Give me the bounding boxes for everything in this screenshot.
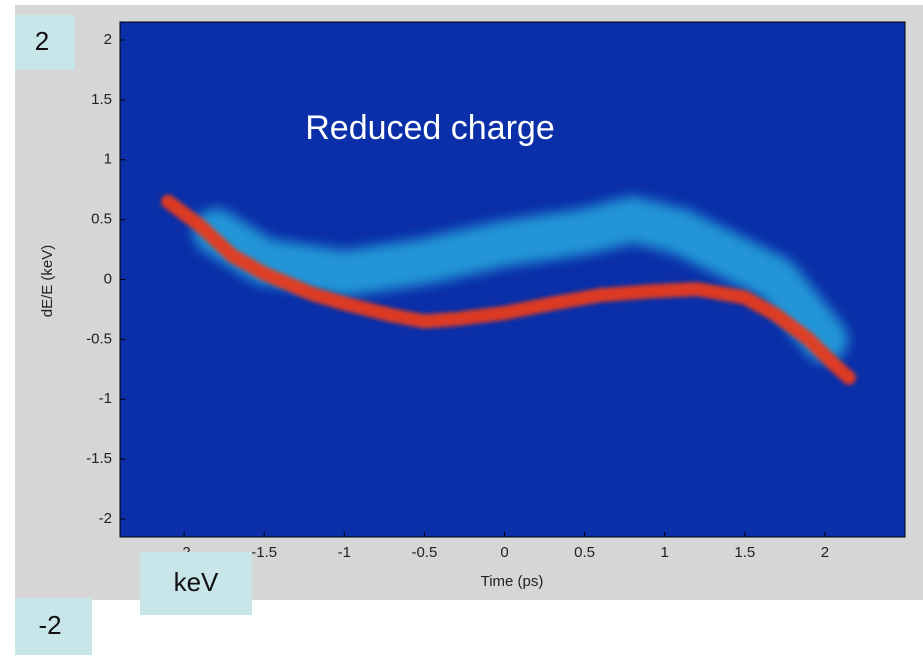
label-box (140, 552, 252, 615)
x-tick-label: -0.5 (411, 544, 437, 561)
y-tick-label: -1 (99, 390, 112, 407)
x-tick-label: 2 (821, 544, 829, 561)
density-marks (161, 194, 856, 385)
density-band (193, 196, 848, 363)
x-tick-label: 0.5 (574, 544, 595, 561)
density-band (161, 194, 856, 385)
y-tick-label: 0 (104, 270, 112, 287)
x-axis-label: Time (ps) (481, 573, 544, 590)
top-label: 2 (35, 26, 49, 56)
label-box (15, 598, 92, 655)
x-tick-label: -1.5 (251, 544, 277, 561)
label-box (15, 15, 75, 70)
y-tick-label: -0.5 (86, 330, 112, 347)
x-tick-label: 1 (661, 544, 669, 561)
bottom-label: -2 (38, 610, 61, 640)
x-tick-label: 0 (500, 544, 508, 561)
y-tick-label: 1 (104, 151, 112, 168)
y-tick-label: -2 (99, 510, 112, 527)
y-tick-label: 2 (104, 31, 112, 48)
y-tick-label: 0.5 (91, 211, 112, 228)
unit-label: keV (174, 567, 219, 597)
annotation: Reduced charge (305, 109, 555, 147)
x-tick-label: 1.5 (734, 544, 755, 561)
y-tick-label: -1.5 (86, 450, 112, 467)
y-tick-label: 1.5 (91, 91, 112, 108)
y-axis-label: dE/E (keV) (39, 245, 56, 318)
x-tick-label: -1 (338, 544, 351, 561)
